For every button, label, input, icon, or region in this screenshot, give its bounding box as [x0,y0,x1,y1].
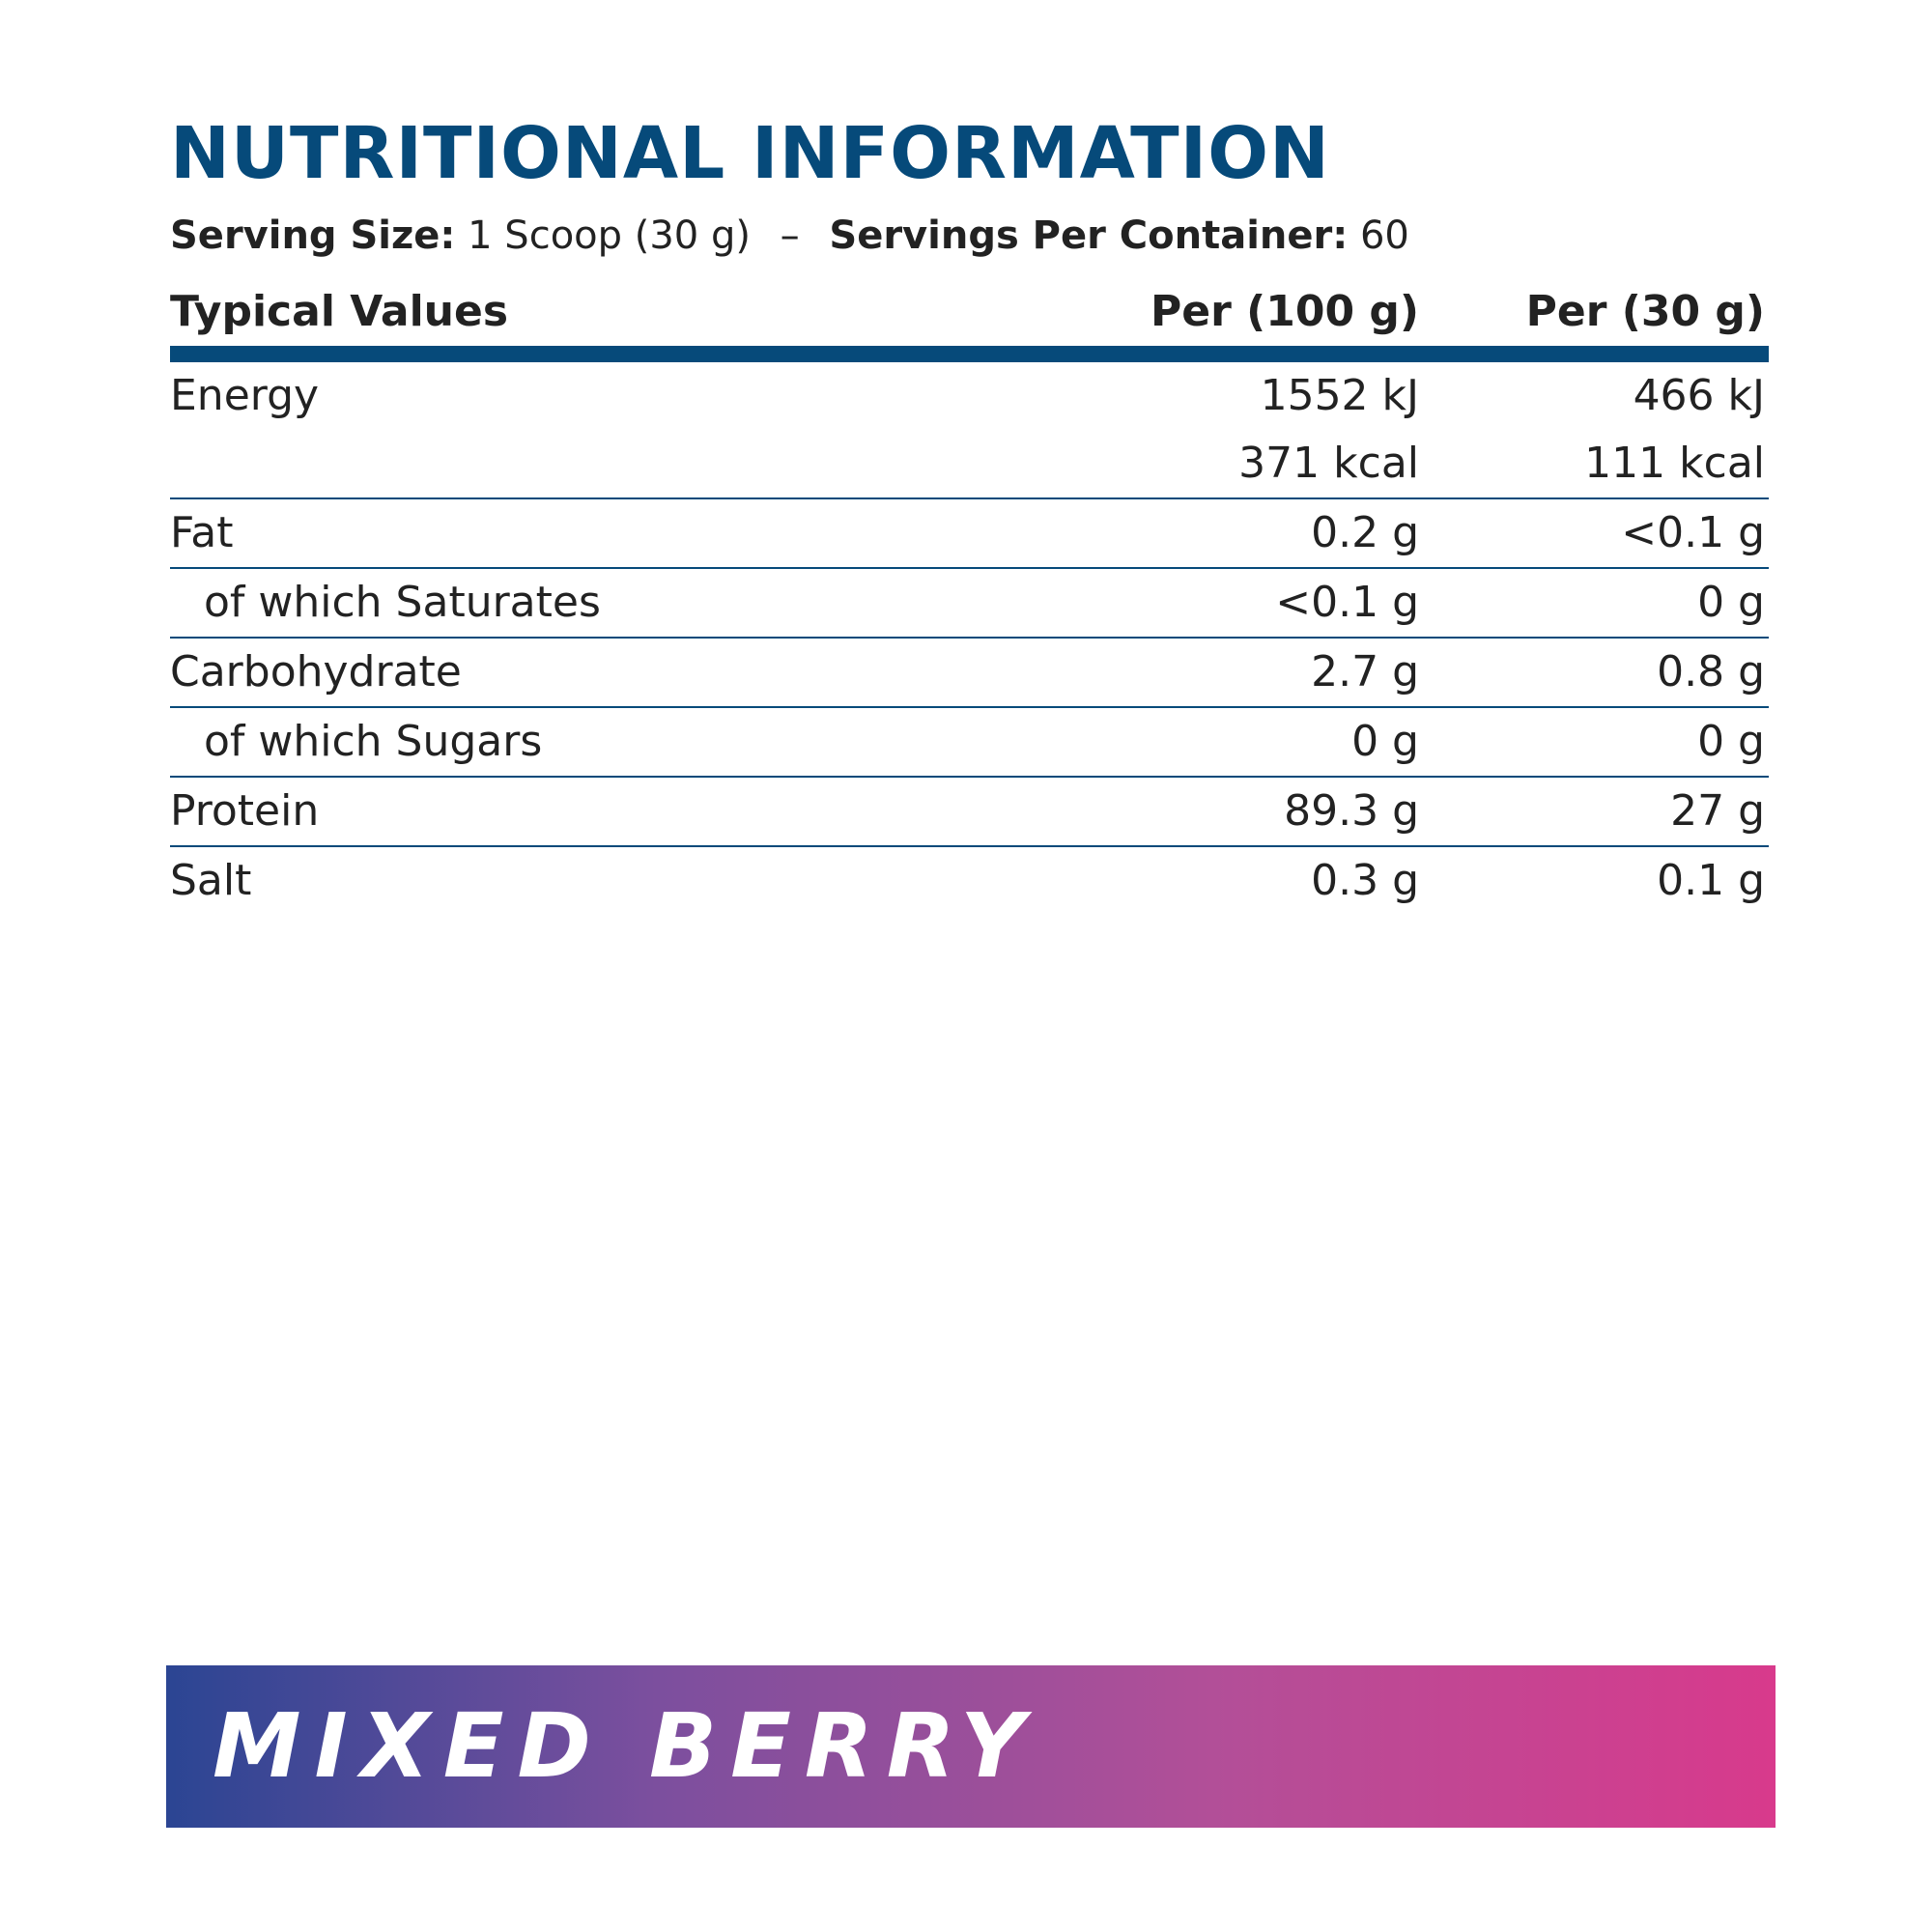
row-divider [170,637,1769,639]
row-value-per-100g: 0.3 g [1311,856,1419,905]
row-value-per-100g: 89.3 g [1284,786,1419,836]
table-row-saturates: of which Saturates <0.1 g 0 g [170,569,1769,637]
servings-per-container-value: 60 [1359,213,1409,258]
table-row-carbohydrate: Carbohydrate 2.7 g 0.8 g [170,639,1769,706]
row-value-per-30g: 0 g [1697,578,1765,627]
row-divider [170,776,1769,778]
nutrition-table: Typical Values Per (100 g) Per (30 g) En… [170,280,1769,915]
page-title: NUTRITIONAL INFORMATION [170,112,1330,195]
row-divider [170,845,1769,847]
row-label: Carbohydrate [170,647,462,696]
row-value-per-30g: 0 g [1697,717,1765,766]
row-value-per-30g: 27 g [1670,786,1765,836]
row-value-per-100g: 2.7 g [1311,647,1419,696]
row-label: Protein [170,786,320,836]
table-header-row: Typical Values Per (100 g) Per (30 g) [170,280,1769,344]
row-value-per-100g: 0 g [1351,717,1419,766]
row-value-per-30g: 466 kJ [1633,371,1765,420]
serving-size-value: 1 Scoop (30 g) [468,213,751,258]
serving-size-label: Serving Size: [170,213,456,258]
row-value-per-30g: 111 kcal [1584,439,1765,488]
table-row-energy-kj: Energy 1552 kJ 466 kJ [170,362,1769,430]
row-value-per-30g: <0.1 g [1621,508,1765,557]
flavour-banner: MIXED BERRY [166,1665,1776,1828]
row-label: of which Saturates [204,578,601,627]
row-divider [170,497,1769,499]
row-label: Fat [170,508,234,557]
serving-separator: – [780,213,800,258]
serving-info: Serving Size: 1 Scoop (30 g) – Servings … [170,213,1409,259]
row-divider [170,567,1769,569]
row-value-per-100g: 371 kcal [1238,439,1419,488]
table-row-energy-kcal: 371 kcal 111 kcal [170,430,1769,497]
row-value-per-100g: 1552 kJ [1260,371,1419,420]
servings-per-container-label: Servings Per Container: [829,213,1349,258]
header-per-100g: Per (100 g) [1151,287,1419,336]
row-label: of which Sugars [204,717,543,766]
row-label: Energy [170,371,320,420]
row-label: Salt [170,856,252,905]
table-row-salt: Salt 0.3 g 0.1 g [170,847,1769,915]
header-per-30g: Per (30 g) [1525,287,1765,336]
row-value-per-100g: <0.1 g [1275,578,1419,627]
header-divider [170,346,1769,362]
row-value-per-30g: 0.8 g [1657,647,1765,696]
flavour-name: MIXED BERRY [213,1694,1038,1798]
table-row-sugars: of which Sugars 0 g 0 g [170,708,1769,776]
table-row-protein: Protein 89.3 g 27 g [170,778,1769,845]
row-value-per-30g: 0.1 g [1657,856,1765,905]
row-divider [170,706,1769,708]
header-typical-values: Typical Values [170,287,509,336]
table-row-fat: Fat 0.2 g <0.1 g [170,499,1769,567]
row-value-per-100g: 0.2 g [1311,508,1419,557]
